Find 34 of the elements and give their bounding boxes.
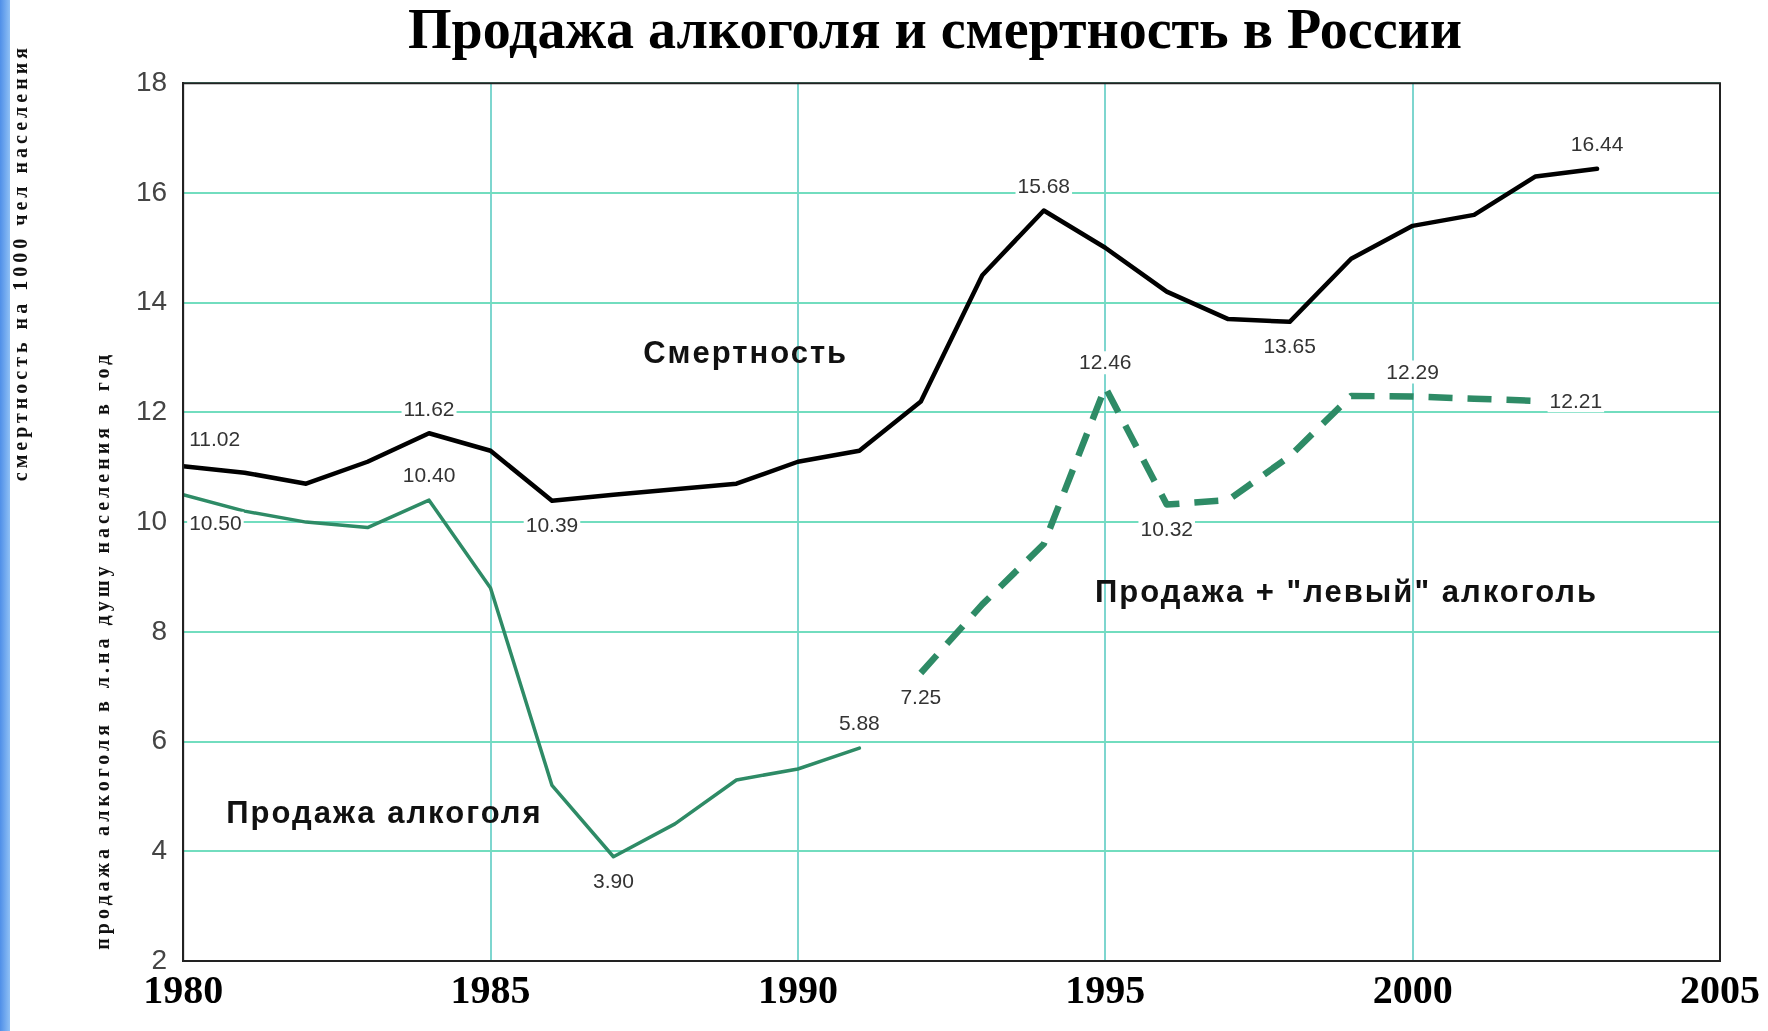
x-tick-label: 1990 bbox=[757, 967, 838, 1013]
data-label: 12.29 bbox=[1386, 359, 1439, 383]
x-tick-label: 1995 bbox=[1065, 967, 1146, 1013]
data-label: 11.02 bbox=[189, 427, 241, 451]
data-label: 10.40 bbox=[402, 463, 456, 487]
data-label: 15.68 bbox=[1017, 173, 1071, 197]
y-tick-label: 6 bbox=[151, 724, 168, 756]
data-label: 11.62 bbox=[403, 396, 455, 420]
text: Смертность bbox=[643, 334, 849, 370]
y-tick-label: 8 bbox=[151, 614, 168, 646]
x-tick-label: 2005 bbox=[1680, 967, 1760, 1013]
x-tick-label: 2000 bbox=[1372, 967, 1453, 1013]
data-label: 5.88 bbox=[838, 711, 880, 735]
data-label: 7.25 bbox=[900, 685, 942, 709]
y-tick-label: 18 bbox=[135, 65, 168, 97]
y-tick-label: 10 bbox=[135, 504, 168, 536]
data-label: 3.90 bbox=[593, 869, 634, 893]
y-tick-label: 2 bbox=[151, 943, 168, 975]
data-label: 10.32 bbox=[1140, 516, 1194, 540]
data-label: 16.44 bbox=[1570, 132, 1624, 156]
data-label: 12.46 bbox=[1078, 350, 1132, 374]
y-tick-label: 14 bbox=[135, 285, 168, 317]
y-tick-label: 4 bbox=[151, 833, 168, 865]
data-label: 13.65 bbox=[1263, 334, 1316, 358]
y-tick-label: 12 bbox=[135, 395, 168, 427]
data-label: 12.21 bbox=[1549, 388, 1603, 412]
series-label: Продажа + "левый" алкоголь bbox=[1094, 573, 1599, 609]
text: смертность на 1000 чел населения продажа алкоголя в л.на душу населения в год bbox=[9, 43, 113, 950]
y-tick-label: 16 bbox=[135, 175, 168, 207]
x-tick-label: 1985 bbox=[450, 967, 531, 1013]
data-label: 10.50 bbox=[189, 510, 242, 534]
chart-title: Продажа алкоголя и смертность в России bbox=[407, 0, 1463, 61]
data-label: 10.39 bbox=[525, 513, 579, 536]
series-label: Продажа алкоголя bbox=[226, 794, 543, 830]
